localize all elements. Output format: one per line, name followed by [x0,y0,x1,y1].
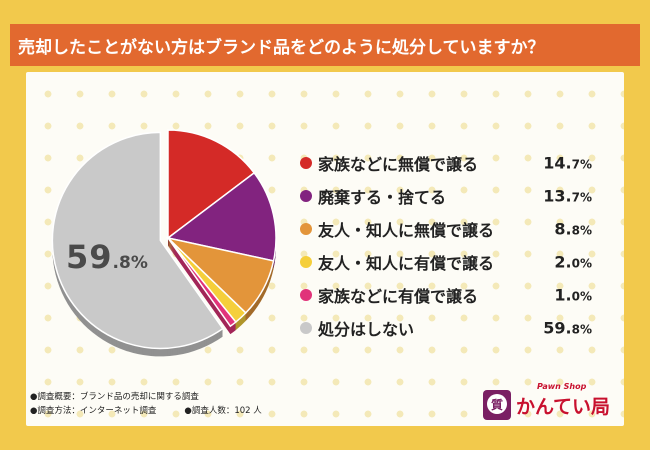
legend-label: 家族などに有償で譲る [318,286,479,306]
footer-notes: ●調査概要：ブランド品の売却に関する調査 ●調査方法：インターネット調査 ●調査人… [30,390,262,418]
legend-value-decimal: 0% [571,256,592,270]
legend-value-main: 59. [543,318,572,337]
legend-value: 13.7% [543,186,592,205]
pie-center-value-decimal: .8% [112,253,148,273]
legend-value-decimal: 8% [571,322,592,336]
survey-overview: ●調査概要：ブランド品の売却に関する調査 [30,392,199,402]
pie-slice [167,237,237,328]
pie-slice [166,171,277,262]
legend-swatch [300,255,312,268]
legend-value-decimal: 7% [571,157,592,171]
legend-value: 14.7% [543,153,592,172]
legend-value: 8.8% [554,219,592,238]
logo-mark-glyph: 質 [487,394,507,414]
legend: 家族などに無償で譲る 14.7% 廃棄する・捨てる 13.7% 友人・知人に無償で譲る 8… [300,146,600,344]
legend-value-main: 14. [543,153,572,172]
legend-value-decimal: 8% [571,223,592,237]
chart-title: 売却したことがない方はブランド品をどのように処分していますか？ [10,24,640,66]
legend-label: 処分はしない [318,319,415,339]
legend-value: 2.0% [554,252,592,271]
legend-swatch [300,189,312,202]
legend-item: 友人・知人に有償で譲る 2.0% [300,245,600,278]
legend-value: 59.8% [543,318,592,337]
legend-swatch [300,288,312,301]
legend-label: 友人・知人に無償で譲る [318,220,495,240]
legend-value-main: 13. [543,186,572,205]
pie-center-label: 59.8% [66,238,148,276]
pie-slice [167,129,256,240]
pie-slice [51,131,224,350]
logo-tagline: Pawn Shop [537,382,587,391]
legend-item: 家族などに有償で譲る 1.0% [300,278,600,311]
survey-method: ●調査方法：インターネット調査 [30,406,157,416]
legend-value-main: 2. [554,252,572,271]
legend-swatch [300,156,312,169]
legend-value-decimal: 7% [571,190,592,204]
legend-label: 友人・知人に有償で譲る [318,253,495,273]
legend-item: 廃棄する・捨てる 13.7% [300,179,600,212]
brand-logo: Pawn Shop 質 かんてい局 [483,382,623,426]
legend-value-main: 8. [554,219,572,238]
logo-name: かんてい局 [516,396,611,418]
legend-swatch [300,222,312,235]
logo-mark-icon: 質 [483,390,511,420]
legend-swatch [300,321,312,334]
legend-value: 1.0% [554,285,592,304]
legend-value-decimal: 0% [571,289,592,303]
legend-label: 家族などに無償で譲る [318,154,479,174]
pie-center-value: 59 [66,238,113,276]
legend-value-main: 1. [554,285,572,304]
survey-respondents: ●調査人数：102 人 [184,406,262,416]
legend-item: 処分はしない 59.8% [300,311,600,344]
legend-item: 家族などに無償で譲る 14.7% [300,146,600,179]
legend-item: 友人・知人に無償で譲る 8.8% [300,212,600,245]
legend-label: 廃棄する・捨てる [318,187,447,207]
